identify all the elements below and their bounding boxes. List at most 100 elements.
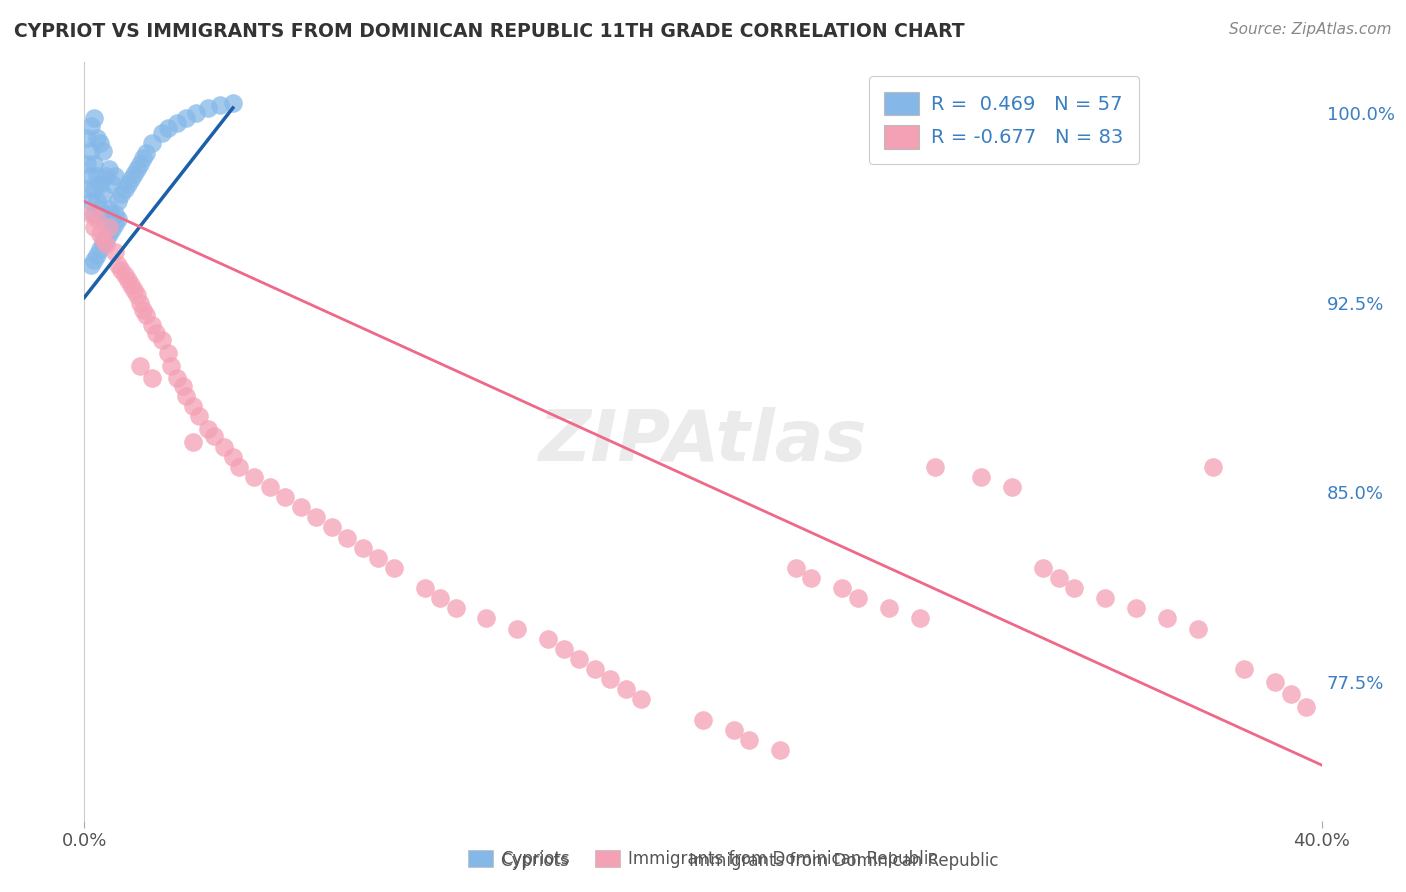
Point	[120, 171, 142, 186]
Point	[98, 219, 121, 234]
Point	[94, 232, 117, 246]
Point	[114, 182, 136, 196]
Point	[83, 207, 105, 221]
Point	[1156, 611, 1178, 625]
Point	[202, 429, 225, 443]
Point	[599, 672, 621, 686]
Point	[1187, 622, 1209, 636]
Point	[181, 434, 204, 449]
Point	[117, 177, 139, 191]
Point	[86, 169, 108, 184]
Point	[83, 111, 105, 125]
Point	[321, 520, 343, 534]
Point	[1047, 571, 1070, 585]
Point	[89, 243, 111, 257]
Point	[1063, 581, 1085, 595]
Point	[630, 692, 652, 706]
Legend: R =  0.469   N = 57, R = -0.677   N = 83: R = 0.469 N = 57, R = -0.677 N = 83	[869, 76, 1139, 164]
Point	[160, 359, 183, 373]
Point	[135, 146, 157, 161]
Point	[86, 131, 108, 145]
Point	[129, 359, 152, 373]
Point	[83, 219, 105, 234]
Point	[614, 682, 637, 697]
Point	[107, 194, 129, 209]
Point	[785, 561, 807, 575]
Point	[150, 334, 173, 348]
Text: CYPRIOT VS IMMIGRANTS FROM DOMINICAN REPUBLIC 11TH GRADE CORRELATION CHART: CYPRIOT VS IMMIGRANTS FROM DOMINICAN REP…	[14, 22, 965, 41]
Point	[76, 182, 98, 196]
Point	[91, 144, 114, 158]
Point	[1233, 662, 1256, 676]
Point	[352, 541, 374, 555]
Point	[101, 212, 124, 227]
Point	[101, 177, 124, 191]
Point	[89, 136, 111, 151]
Point	[94, 237, 117, 252]
Point	[98, 202, 121, 216]
Point	[129, 156, 152, 170]
Point	[723, 723, 745, 737]
Point	[110, 186, 132, 201]
Point	[197, 422, 219, 436]
Point	[831, 581, 853, 595]
Point	[382, 561, 405, 575]
Point	[259, 480, 281, 494]
Point	[336, 531, 359, 545]
Point	[800, 571, 823, 585]
Point	[86, 194, 108, 209]
Point	[583, 662, 606, 676]
Point	[172, 379, 194, 393]
Point	[132, 303, 155, 318]
Point	[122, 283, 145, 297]
Point	[91, 237, 114, 252]
Point	[94, 169, 117, 184]
Point	[1094, 591, 1116, 606]
Point	[181, 399, 204, 413]
Point	[91, 186, 114, 201]
Point	[506, 622, 529, 636]
Point	[1125, 601, 1147, 615]
Point	[125, 288, 148, 302]
Legend: Cypriots, Immigrants from Dominican Republic: Cypriots, Immigrants from Dominican Repu…	[461, 843, 945, 875]
Point	[141, 318, 163, 333]
Point	[98, 227, 121, 242]
Point	[79, 258, 101, 272]
Point	[475, 611, 498, 625]
Point	[86, 247, 108, 261]
Point	[91, 212, 114, 227]
Point	[305, 510, 328, 524]
Point	[166, 116, 188, 130]
Point	[1032, 561, 1054, 575]
Point	[156, 346, 179, 360]
Point	[738, 732, 761, 747]
Point	[1279, 687, 1302, 701]
Point	[197, 101, 219, 115]
Point	[132, 152, 155, 166]
Point	[156, 121, 179, 136]
Point	[114, 268, 136, 282]
Point	[122, 167, 145, 181]
Point	[429, 591, 451, 606]
Point	[243, 470, 266, 484]
Point	[117, 273, 139, 287]
Point	[129, 295, 152, 310]
Point	[846, 591, 869, 606]
Point	[908, 611, 931, 625]
Point	[187, 409, 209, 424]
Point	[537, 632, 560, 646]
Point	[125, 161, 148, 176]
Point	[970, 470, 993, 484]
Point	[274, 490, 297, 504]
Point	[89, 177, 111, 191]
Point	[444, 601, 467, 615]
Point	[101, 222, 124, 236]
Point	[141, 136, 163, 151]
Point	[91, 232, 114, 246]
Point	[89, 227, 111, 242]
Point	[76, 156, 98, 170]
Point	[877, 601, 900, 615]
Point	[107, 212, 129, 227]
Point	[290, 500, 312, 515]
Point	[110, 262, 132, 277]
